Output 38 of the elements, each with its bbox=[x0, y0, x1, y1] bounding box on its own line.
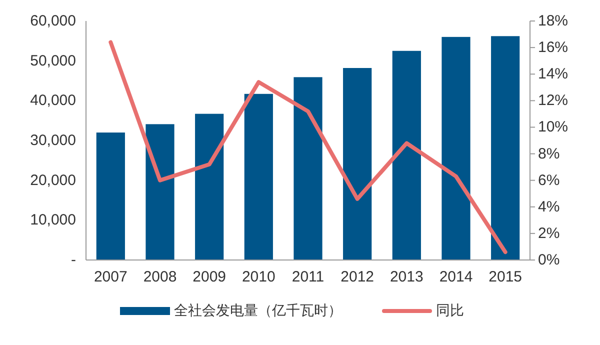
x-tick-label: 2007 bbox=[94, 268, 128, 286]
bar bbox=[491, 36, 520, 260]
bar bbox=[195, 114, 224, 260]
bar bbox=[146, 124, 174, 260]
y-tick-label: 40,000 bbox=[30, 92, 76, 110]
y2-tick-label: 8% bbox=[538, 145, 560, 162]
y-tick-label: 50,000 bbox=[30, 52, 76, 70]
y-tick-label: 30,000 bbox=[30, 132, 76, 149]
legend-label: 同比 bbox=[436, 303, 464, 319]
y-tick-label: 60,000 bbox=[30, 12, 76, 30]
line-series bbox=[108, 40, 508, 254]
y2-tick-label: 18% bbox=[538, 12, 568, 30]
x-tick-label: 2014 bbox=[439, 268, 473, 286]
y-tick-label: 10,000 bbox=[30, 212, 76, 229]
x-tick-label: 2009 bbox=[192, 268, 226, 286]
y2-tick-label: 14% bbox=[538, 66, 568, 83]
x-tick-label: 2015 bbox=[488, 268, 522, 286]
y-tick-label: - bbox=[71, 252, 76, 268]
x-tick-label: 2010 bbox=[242, 268, 276, 286]
y2-tick-label: 6% bbox=[538, 172, 560, 189]
legend-label: 全社会发电量（亿千瓦时） bbox=[174, 303, 342, 319]
y2-tick-label: 0% bbox=[538, 252, 560, 268]
bar bbox=[244, 94, 273, 260]
bar bbox=[442, 36, 470, 260]
y2-tick-label: 16% bbox=[538, 39, 568, 56]
y2-tick-label: 10% bbox=[538, 118, 568, 136]
x-tick-label: 2011 bbox=[292, 268, 324, 286]
x-tick-label: 2008 bbox=[143, 268, 177, 286]
bar bbox=[392, 50, 421, 260]
y2-tick-label: 12% bbox=[538, 92, 568, 110]
y-tick-label: 20,000 bbox=[30, 172, 76, 189]
bar bbox=[96, 132, 125, 260]
bar bbox=[343, 68, 372, 260]
bar bbox=[294, 77, 322, 260]
y2-tick-label: 2% bbox=[538, 224, 560, 242]
x-tick-label: 2012 bbox=[340, 268, 374, 286]
x-tick-label: 2013 bbox=[390, 268, 424, 286]
y2-tick-label: 4% bbox=[538, 198, 560, 216]
